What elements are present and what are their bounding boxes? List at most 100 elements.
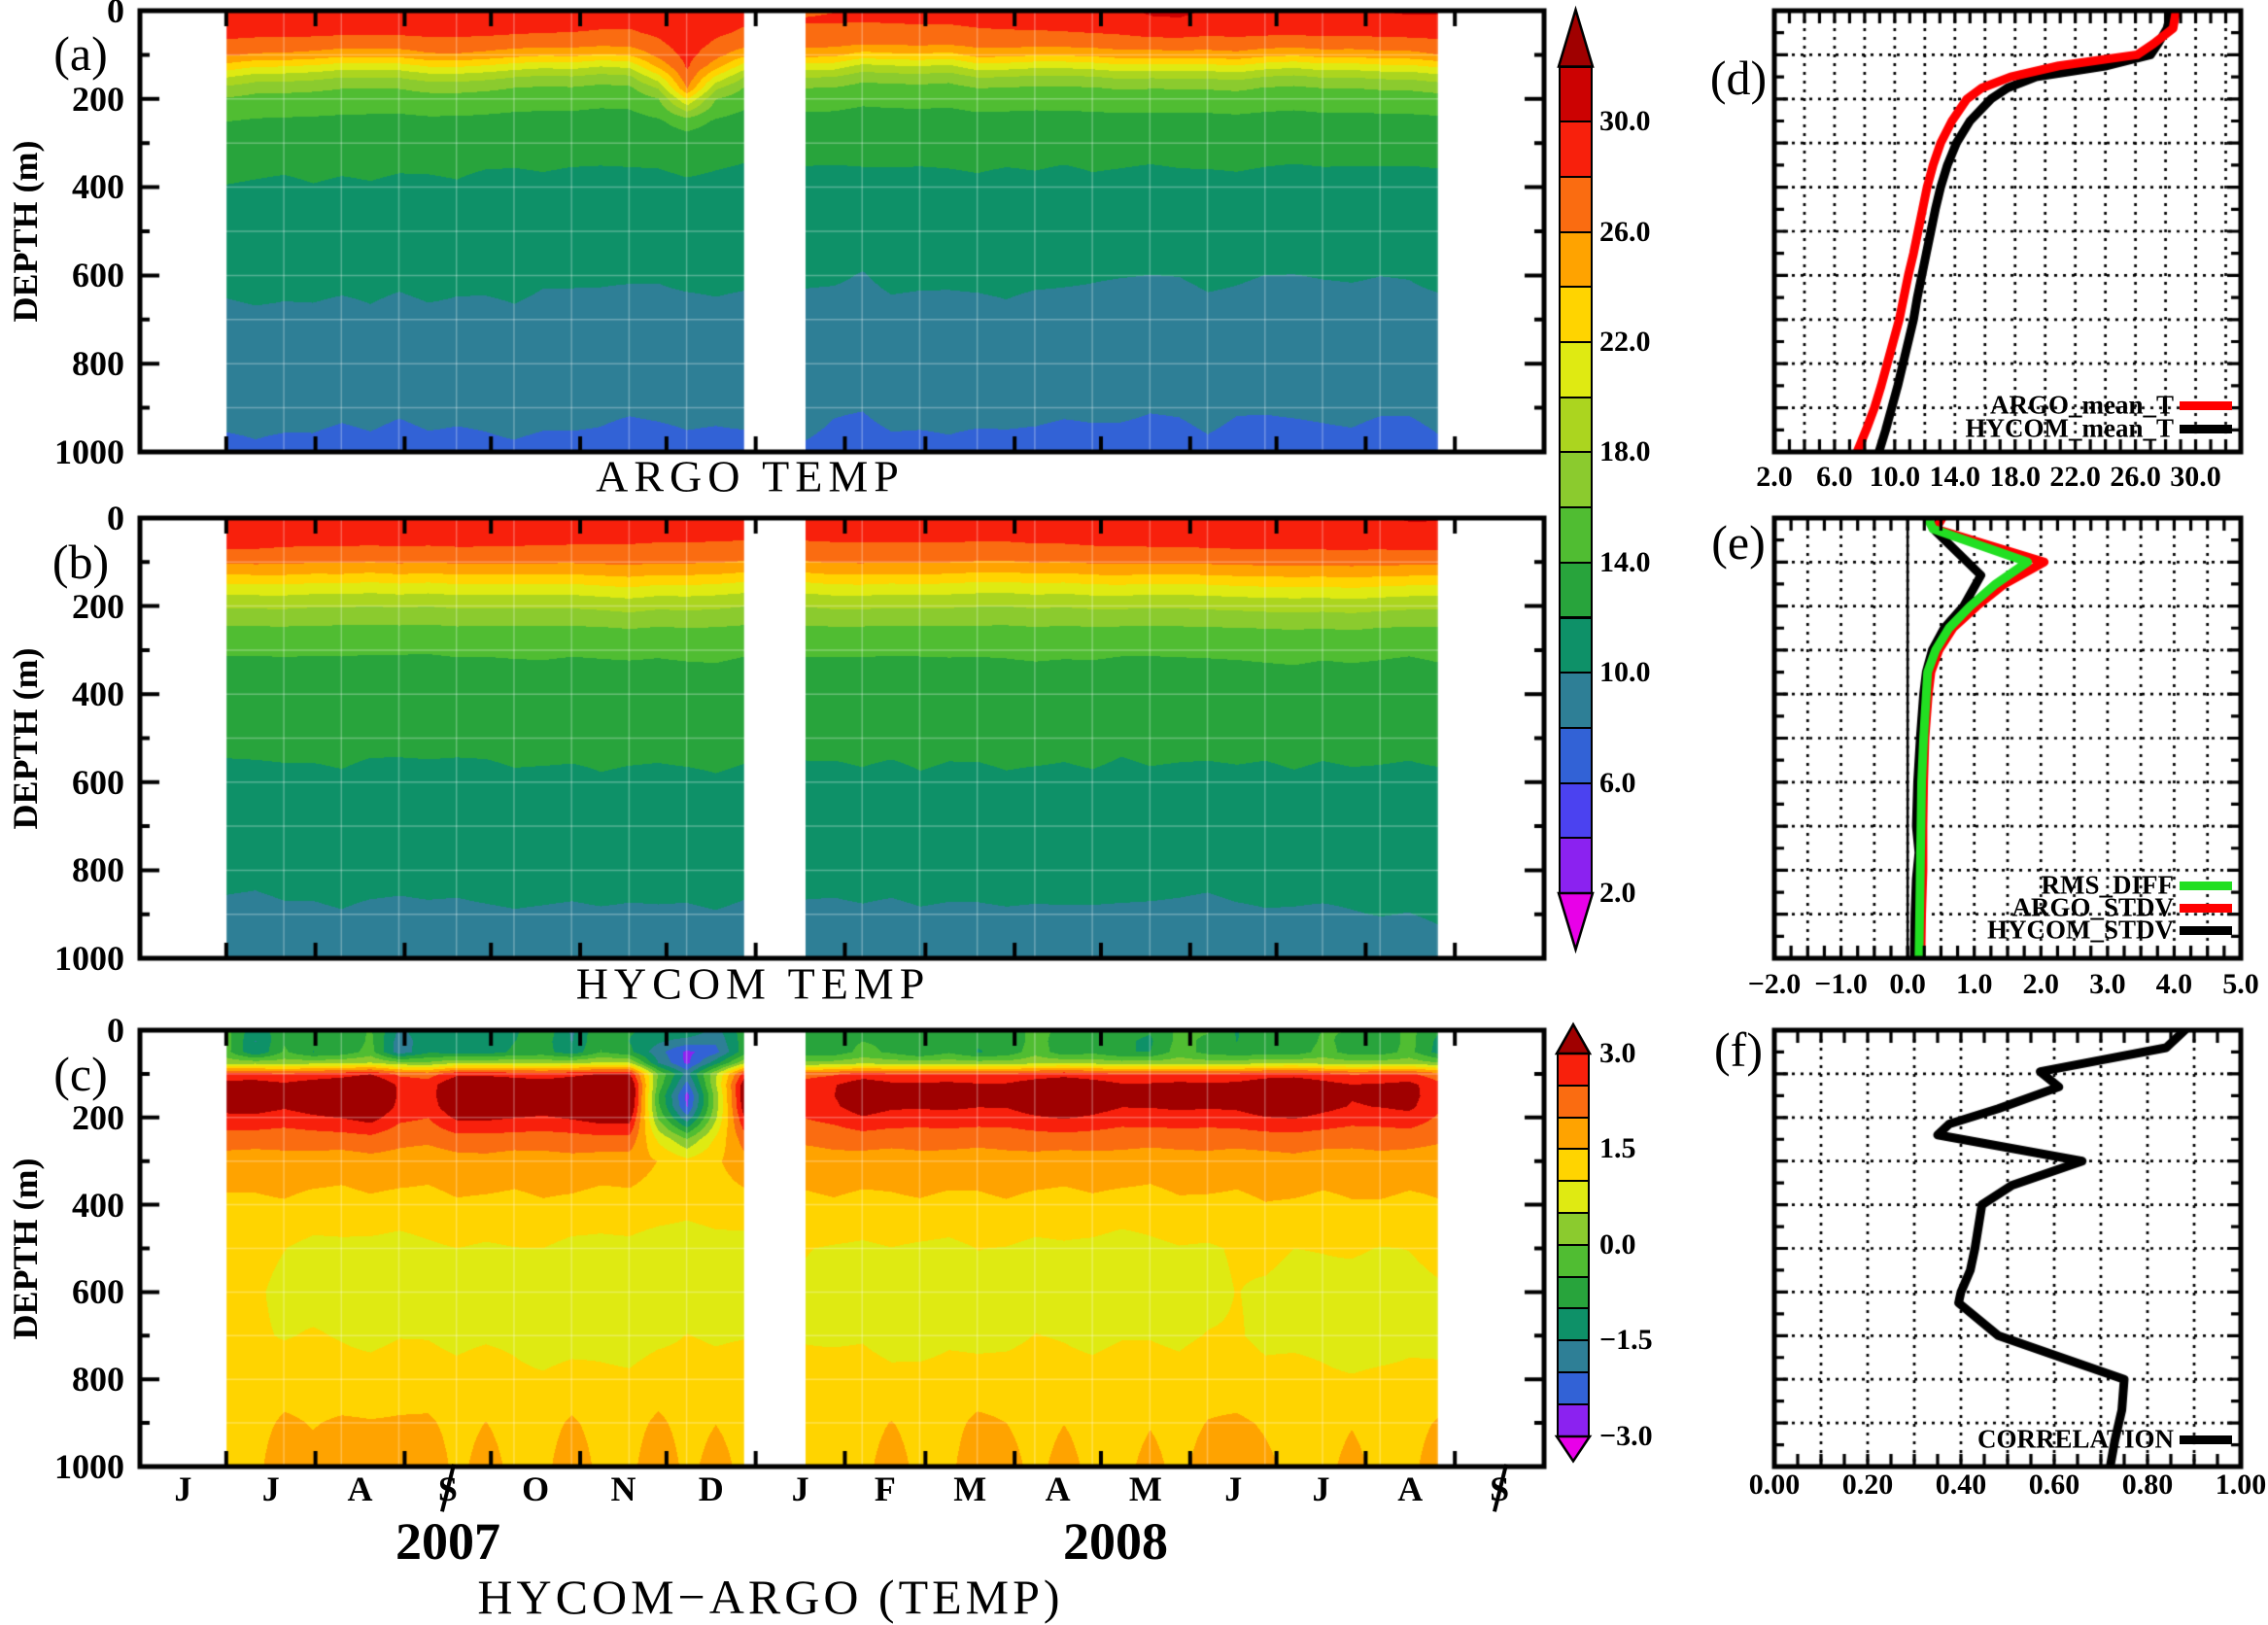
month-label-5-N: N	[610, 1469, 636, 1508]
xtick-label-f-1: 0.20	[1841, 1469, 1894, 1501]
ytick-label-c-0: 0	[107, 1011, 124, 1050]
ytick-label-b-200: 200	[72, 586, 124, 626]
colorbar-temp-segment-3	[1559, 672, 1593, 729]
ytick-label-c-1000: 1000	[54, 1447, 124, 1486]
xtick-label-d-5: 22.0	[2049, 461, 2101, 493]
xtick-label-f-2: 0.40	[1935, 1469, 1987, 1501]
ytick-label-a-1000: 1000	[54, 432, 124, 471]
month-label-12-J: J	[1224, 1469, 1243, 1508]
month-label-2-A: A	[347, 1469, 373, 1508]
colorbar-temp-label-1: 26.0	[1599, 215, 1651, 248]
panel-label-d: (d)	[1709, 51, 1768, 105]
panel-label-f: (f)	[1714, 1022, 1763, 1077]
xtick-label-e-4: 2.0	[2022, 968, 2060, 1000]
month-label-1-J: J	[261, 1469, 280, 1508]
xtick-label-e-3: 1.0	[1955, 968, 1993, 1000]
colorbar-diff-label-4: −3.0	[1599, 1419, 1653, 1452]
panel-label-a: (a)	[53, 26, 108, 81]
xtick-label-e-7: 5.0	[2222, 968, 2259, 1000]
colorbar-diff-segment-8	[1557, 1148, 1590, 1183]
year-label-2007: 2007	[395, 1512, 500, 1571]
ytick-label-b-800: 800	[72, 850, 124, 890]
xtick-label-f-4: 0.80	[2121, 1469, 2174, 1501]
colorbar-temp-label-4: 14.0	[1599, 545, 1651, 578]
month-label-13-J: J	[1312, 1469, 1330, 1508]
xtick-label-e-6: 4.0	[2155, 968, 2193, 1000]
colorbar-diff-segment-4	[1557, 1275, 1590, 1310]
month-label-6-D: D	[698, 1469, 724, 1508]
xtick-label-f-0: 0.00	[1748, 1469, 1801, 1501]
colorbar-diff-arrow-bottom-shape	[1554, 1435, 1593, 1464]
colorbar-temp-arrow-bottom-shape	[1557, 891, 1595, 954]
ytick-label-a-0: 0	[107, 0, 124, 30]
depth-axis-title-c: DEPTH (m)	[6, 1158, 45, 1339]
panel-a-plot	[119, 0, 1565, 473]
ytick-label-b-400: 400	[72, 674, 124, 714]
legend-f-swatch-CORRELATION	[2180, 1435, 2232, 1444]
colorbar-temp-segment-6	[1559, 506, 1593, 564]
colorbar-temp-arrow-bottom	[1557, 891, 1595, 954]
depth-axis-title-b: DEPTH (m)	[6, 647, 45, 829]
colorbar-temp-segment-10	[1559, 286, 1593, 343]
xtick-label-d-4: 18.0	[1989, 461, 2041, 493]
colorbar-temp-label-5: 10.0	[1599, 656, 1651, 689]
panel-label-b: (b)	[52, 535, 110, 589]
colorbar-temp-segment-12	[1559, 175, 1593, 233]
colorbar-diff-segment-6	[1557, 1212, 1590, 1246]
xtick-label-d-1: 6.0	[1816, 461, 1853, 493]
legend-e-label-HYCOM_STDV: HYCOM_STDV	[1986, 915, 2174, 945]
colorbar-diff-label-0: 3.0	[1599, 1037, 1636, 1069]
colorbar-temp-segment-0	[1559, 837, 1593, 894]
legend-d-label-ARGO_mean_T: ARGO_mean_T	[1990, 390, 2174, 420]
colorbar-temp-segment-13	[1559, 121, 1593, 178]
xtick-label-d-6: 26.0	[2110, 461, 2161, 493]
ytick-label-a-800: 800	[72, 343, 124, 383]
colorbar-diff-segment-11	[1557, 1053, 1590, 1087]
panel-b-plot	[119, 497, 1565, 980]
ytick-label-b-0: 0	[107, 499, 124, 537]
xtick-label-d-2: 10.0	[1869, 461, 1921, 493]
panel-a-title: ARGO TEMP	[596, 451, 905, 501]
ytick-label-a-400: 400	[72, 167, 124, 207]
legend-d-swatch-HYCOM_mean_T	[2180, 424, 2232, 433]
xtick-label-f-3: 0.60	[2028, 1469, 2080, 1501]
colorbar-diff-arrow-bottom	[1554, 1435, 1593, 1464]
ytick-label-a-600: 600	[72, 256, 124, 295]
colorbar-temp-segment-2	[1559, 726, 1593, 784]
colorbar-diff-segment-2	[1557, 1339, 1590, 1373]
colorbar-temp-label-3: 18.0	[1599, 435, 1651, 468]
ytick-label-b-600: 600	[72, 762, 124, 802]
colorbar-temp-segment-9	[1559, 341, 1593, 398]
panel-e-plot	[1755, 499, 2260, 978]
colorbar-diff-segment-1	[1557, 1371, 1590, 1405]
month-label-14-A: A	[1397, 1469, 1424, 1508]
legend-e-swatch-HYCOM_STDV	[2180, 925, 2232, 935]
month-label-4-O: O	[522, 1469, 550, 1508]
colorbar-temp-arrow-top	[1557, 5, 1595, 68]
colorbar-temp-segment-5	[1559, 561, 1593, 619]
legend-e-swatch-RMS_DIFF	[2180, 881, 2232, 890]
xtick-label-d-3: 14.0	[1929, 461, 1981, 493]
colorbar-diff-label-2: 0.0	[1599, 1227, 1636, 1261]
legend-e-label-RMS_DIFF: RMS_DIFF	[2041, 870, 2175, 900]
panel-d-plot	[1755, 0, 2260, 471]
colorbar-diff-segment-9	[1557, 1116, 1590, 1151]
month-label-11-M: M	[1128, 1469, 1162, 1508]
colorbar-temp-segment-7	[1559, 451, 1593, 509]
ytick-label-c-800: 800	[72, 1360, 124, 1400]
month-label-10-A: A	[1045, 1469, 1071, 1508]
colorbar-temp-segment-8	[1559, 396, 1593, 454]
colorbar-diff-segment-7	[1557, 1180, 1590, 1214]
colorbar-diff-segment-3	[1557, 1307, 1590, 1342]
legend-f-label-CORRELATION: CORRELATION	[1976, 1424, 2174, 1454]
month-label-0-J: J	[174, 1469, 192, 1508]
xtick-label-e-0: −2.0	[1747, 968, 1802, 1000]
colorbar-temp-label-2: 22.0	[1599, 326, 1651, 358]
xtick-label-e-1: −1.0	[1814, 968, 1868, 1000]
colorbar-diff-arrow-top	[1554, 1021, 1593, 1055]
month-label-8-F: F	[874, 1469, 896, 1508]
colorbar-temp-label-6: 6.0	[1599, 766, 1636, 799]
legend-e-label-ARGO_STDV: ARGO_STDV	[2011, 892, 2174, 922]
month-label-7-J: J	[791, 1469, 809, 1508]
